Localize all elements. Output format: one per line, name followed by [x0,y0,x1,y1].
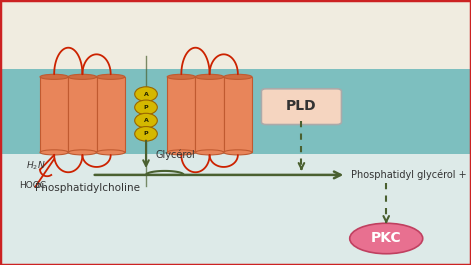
Bar [195,77,224,152]
Text: P: P [144,131,148,136]
Ellipse shape [224,150,252,155]
Text: HOOC: HOOC [19,181,46,190]
Bar [68,77,97,152]
Bar [0,69,471,154]
Ellipse shape [167,74,195,80]
Ellipse shape [349,223,423,254]
Ellipse shape [97,74,125,80]
Ellipse shape [135,100,157,114]
Text: Phosphatidylcholine: Phosphatidylcholine [35,183,140,193]
Ellipse shape [40,74,68,80]
Ellipse shape [195,150,224,155]
Ellipse shape [224,74,252,80]
Ellipse shape [135,126,157,141]
Ellipse shape [68,150,97,155]
Text: P: P [144,105,148,110]
Ellipse shape [40,150,68,155]
Ellipse shape [167,150,195,155]
Ellipse shape [97,150,125,155]
Bar [40,77,68,152]
Text: A: A [144,92,148,96]
Text: Glycérol: Glycérol [155,149,195,160]
Bar [0,0,471,69]
Ellipse shape [195,74,224,80]
Text: PKC: PKC [371,232,402,245]
Text: PLD: PLD [286,99,317,113]
Ellipse shape [68,74,97,80]
Text: $H_2N$: $H_2N$ [26,159,45,172]
Text: A: A [144,118,148,123]
Text: Phosphatidyl glycérol + choline: Phosphatidyl glycérol + choline [351,170,471,180]
Bar [0,154,471,265]
Bar [97,77,125,152]
Bar [224,77,252,152]
Bar [167,77,195,152]
Ellipse shape [135,87,157,101]
FancyBboxPatch shape [261,89,341,125]
Ellipse shape [135,113,157,128]
